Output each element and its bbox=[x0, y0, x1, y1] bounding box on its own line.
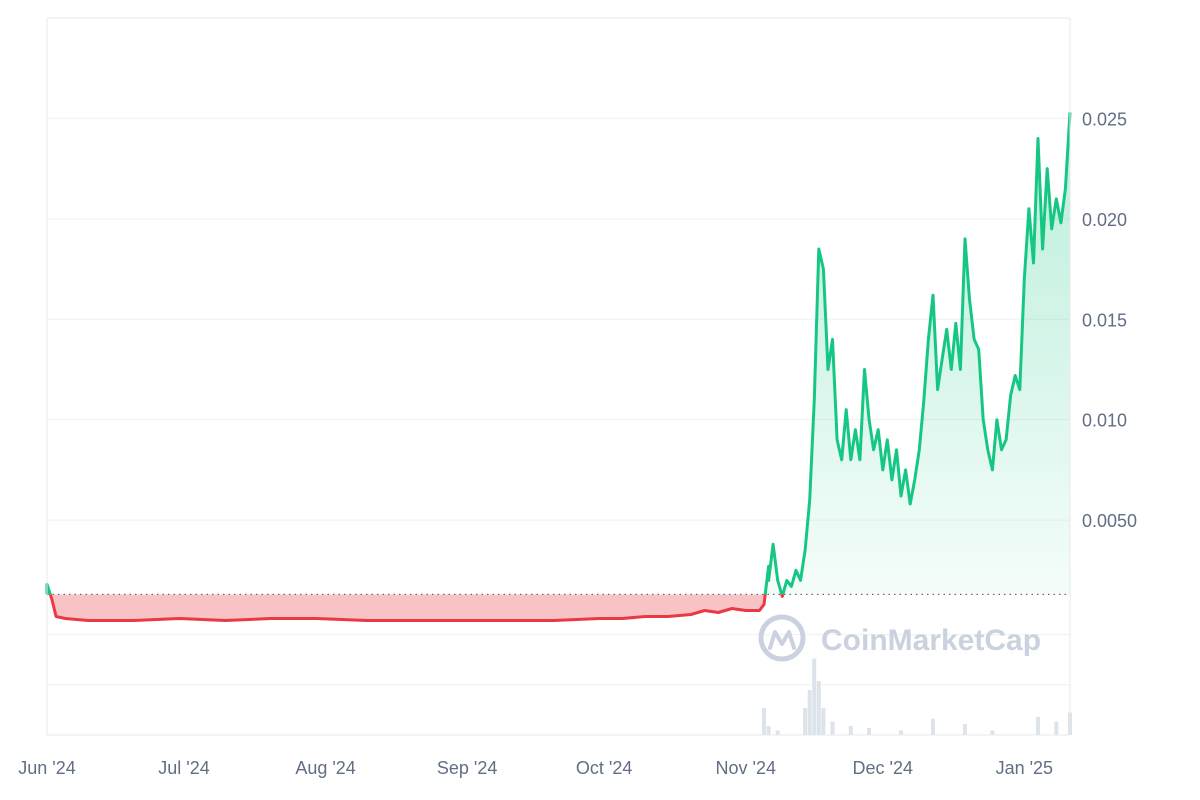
volume-bar bbox=[812, 658, 817, 735]
x-tick-label: Dec '24 bbox=[853, 758, 913, 778]
volume-bar bbox=[762, 708, 767, 735]
x-axis: Jun '24 Jul '24 Aug '24 Sep '24 Oct '24 Nov '… bbox=[18, 758, 1053, 778]
volume-bar bbox=[990, 730, 995, 735]
coinmarketcap-logo-icon bbox=[758, 614, 806, 662]
watermark-text: CoinMarketCap bbox=[821, 624, 1041, 657]
x-tick-label: Jul '24 bbox=[158, 758, 209, 778]
volume-bar bbox=[775, 730, 780, 735]
volume-bar bbox=[1054, 721, 1059, 735]
area-fills bbox=[47, 112, 1070, 621]
price-line-down bbox=[48, 594, 785, 622]
volume-bar bbox=[803, 708, 808, 735]
volume-bar bbox=[867, 727, 872, 735]
watermark: CoinMarketCap bbox=[758, 614, 1041, 662]
volume-bars bbox=[762, 658, 1072, 735]
volume-bar bbox=[807, 690, 812, 735]
price-line-up bbox=[45, 112, 1072, 595]
volume-bar bbox=[821, 708, 826, 735]
y-tick-label: 0.0050 bbox=[1082, 511, 1137, 531]
volume-bar bbox=[830, 721, 835, 735]
volume-bar bbox=[930, 718, 935, 735]
x-tick-label: Sep '24 bbox=[437, 758, 498, 778]
y-tick-label: 0.020 bbox=[1082, 210, 1127, 230]
volume-bar bbox=[962, 724, 967, 735]
area-below-baseline bbox=[50, 594, 783, 621]
y-axis: 0.0050 0.010 0.015 0.020 0.025 bbox=[1082, 109, 1137, 531]
x-tick-label: Jan '25 bbox=[996, 758, 1053, 778]
x-tick-label: Nov '24 bbox=[716, 758, 776, 778]
x-tick-label: Oct '24 bbox=[576, 758, 632, 778]
volume-bar bbox=[848, 726, 853, 735]
volume-bar bbox=[899, 730, 904, 735]
y-tick-label: 0.015 bbox=[1082, 310, 1127, 330]
y-tick-label: 0.025 bbox=[1082, 109, 1127, 129]
y-tick-label: 0.010 bbox=[1082, 411, 1127, 431]
volume-bar bbox=[816, 681, 821, 735]
x-tick-label: Jun '24 bbox=[18, 758, 75, 778]
volume-bar bbox=[1036, 717, 1041, 735]
x-tick-label: Aug '24 bbox=[295, 758, 356, 778]
price-lines bbox=[45, 112, 1072, 622]
volume-bar bbox=[766, 726, 771, 735]
grid-lines bbox=[47, 117, 1070, 686]
area-above-baseline bbox=[47, 112, 1070, 595]
